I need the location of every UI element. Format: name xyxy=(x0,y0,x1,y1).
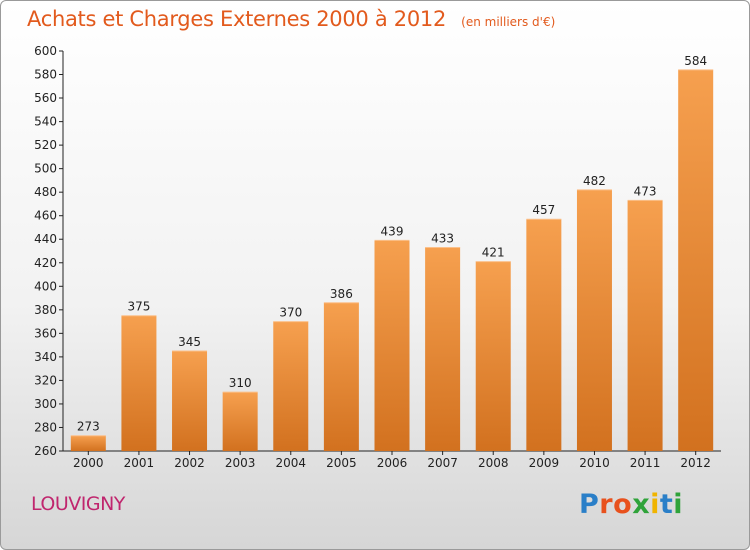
bar xyxy=(273,321,309,451)
logo-letter: i xyxy=(673,489,684,520)
data-label: 370 xyxy=(279,306,302,320)
y-tick-label: 400 xyxy=(34,279,57,293)
data-label: 457 xyxy=(532,203,555,217)
x-tick-label: 2009 xyxy=(529,456,560,470)
y-tick-label: 360 xyxy=(34,326,57,340)
data-label: 473 xyxy=(634,184,657,198)
data-label: 584 xyxy=(684,54,707,68)
x-tick-label: 2002 xyxy=(174,456,205,470)
bar xyxy=(678,69,714,451)
bar xyxy=(172,351,208,451)
x-tick-label: 2008 xyxy=(478,456,509,470)
y-tick-label: 260 xyxy=(34,444,57,458)
logo-letter: t xyxy=(659,489,674,520)
x-tick-label: 2007 xyxy=(427,456,458,470)
bar xyxy=(576,189,612,451)
x-tick-label: 2000 xyxy=(73,456,104,470)
logo-letter: o xyxy=(613,489,633,520)
y-tick-label: 320 xyxy=(34,373,57,387)
data-label: 386 xyxy=(330,287,353,301)
data-label: 482 xyxy=(583,174,606,188)
x-tick-label: 2001 xyxy=(124,456,155,470)
data-label: 345 xyxy=(178,335,201,349)
logo-letter: P xyxy=(579,489,600,520)
bar xyxy=(121,315,157,451)
x-tick-label: 2006 xyxy=(377,456,408,470)
bar xyxy=(475,261,511,451)
title-row: Achats et Charges Externes 2000 à 2012 (… xyxy=(27,7,555,31)
x-tick-label: 2011 xyxy=(630,456,661,470)
y-tick-label: 280 xyxy=(34,420,57,434)
y-tick-label: 600 xyxy=(34,44,57,58)
logo-letter: i xyxy=(650,489,660,520)
y-tick-label: 500 xyxy=(34,162,57,176)
y-tick-label: 480 xyxy=(34,185,57,199)
y-tick-label: 540 xyxy=(34,115,57,129)
y-tick-label: 580 xyxy=(34,68,57,82)
y-tick-label: 340 xyxy=(34,350,57,364)
proxiti-logo: Proxiti xyxy=(579,489,683,520)
chart-title: Achats et Charges Externes 2000 à 2012 xyxy=(27,7,447,31)
x-tick-label: 2005 xyxy=(326,456,357,470)
y-tick-label: 440 xyxy=(34,232,57,246)
y-tick-label: 380 xyxy=(34,303,57,317)
logo-letter: x xyxy=(632,489,651,520)
data-label: 375 xyxy=(127,300,150,314)
data-label: 310 xyxy=(229,376,252,390)
y-tick-label: 520 xyxy=(34,138,57,152)
y-tick-label: 460 xyxy=(34,209,57,223)
bar xyxy=(222,392,258,451)
bar xyxy=(70,435,106,451)
bar xyxy=(526,219,562,451)
data-label: 433 xyxy=(431,231,454,245)
data-label: 439 xyxy=(381,224,404,238)
x-tick-label: 2003 xyxy=(225,456,256,470)
x-tick-label: 2012 xyxy=(680,456,711,470)
bar xyxy=(374,240,410,451)
y-tick-label: 300 xyxy=(34,397,57,411)
bar xyxy=(425,247,461,451)
y-tick-label: 420 xyxy=(34,256,57,270)
x-tick-label: 2004 xyxy=(275,456,306,470)
y-tick-label: 560 xyxy=(34,91,57,105)
bar xyxy=(627,200,663,451)
logo-letter: r xyxy=(599,489,614,520)
bar xyxy=(323,302,359,451)
place-name: LOUVIGNY xyxy=(31,493,125,515)
x-tick-label: 2010 xyxy=(579,456,610,470)
chart-subtitle: (en milliers d'€) xyxy=(461,15,556,29)
data-label: 421 xyxy=(482,246,505,260)
data-label: 273 xyxy=(77,420,100,434)
